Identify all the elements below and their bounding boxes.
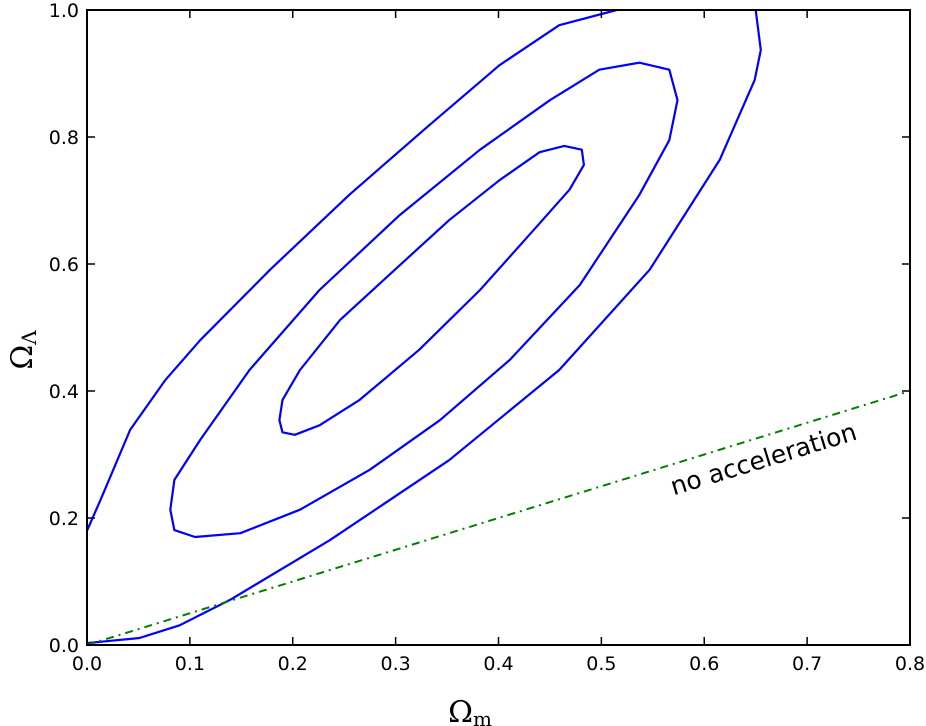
x-axis-title: Ωm [448,695,492,726]
x-tick-label: 0.8 [895,653,925,675]
plot-frame [86,9,911,646]
series-no-acceleration [86,390,911,646]
y-tick-label: 0.0 [49,635,79,657]
series-contour-outer-upper [85,8,618,532]
y-tick-label: 1.0 [49,0,79,22]
x-tick-label: 0.6 [689,653,719,675]
x-tick-label: 0.7 [792,653,822,675]
series-contour-outer-lower [86,9,762,645]
y-tick-label: 0.8 [49,127,79,149]
plot-marks [85,8,911,646]
series-contour-middle [169,61,679,539]
y-tick-label: 0.2 [49,508,79,530]
series-contour-inner [278,144,586,436]
y-axis-title: ΩΛ [5,330,41,370]
x-tick-label: 0.3 [381,653,411,675]
y-tick-label: 0.6 [49,254,79,276]
x-tick-label: 0.2 [278,653,308,675]
x-tick-label: 0.4 [483,653,513,675]
x-tick-label: 0.5 [586,653,616,675]
x-tick-label: 0.1 [175,653,205,675]
x-tick-label: 0.0 [72,653,102,675]
ticks: 0.0 0.1 0.2 0.3 0.4 0.5 0.6 0.7 0.8 0.0 0.2 0.4 0.6 0… [49,0,925,675]
y-tick-label: 0.4 [49,381,79,403]
annotation-no-acceleration: no acceleration [667,417,860,501]
